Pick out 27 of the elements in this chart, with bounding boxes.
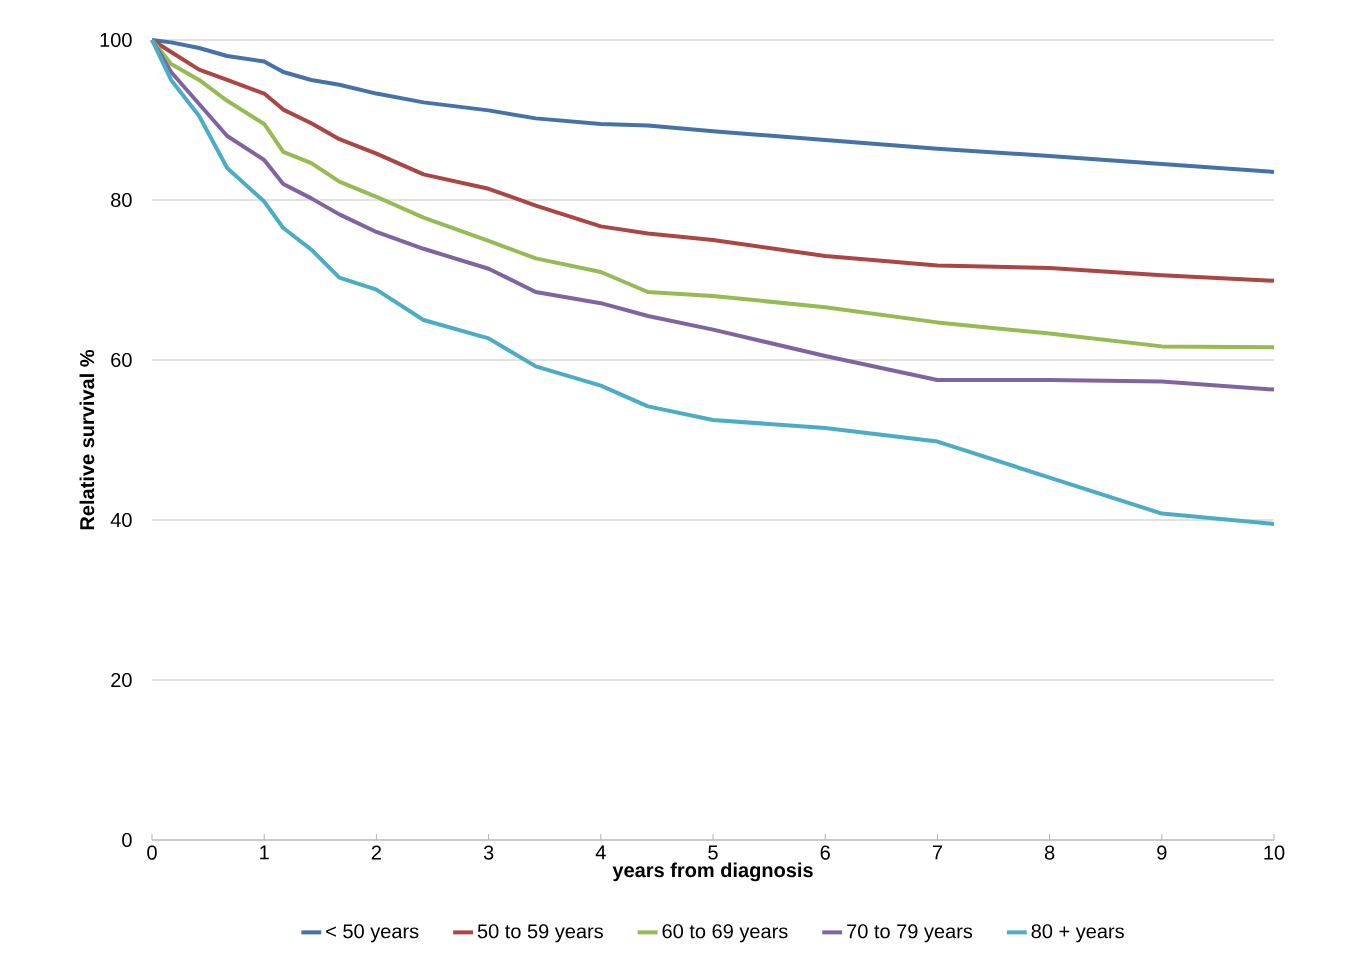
x-tick-label: 10 <box>1264 845 1285 860</box>
y-axis-title: Relative survival % <box>79 349 95 530</box>
legend-label: 50 to 59 years <box>477 924 603 943</box>
x-axis-title: years from diagnosis <box>612 862 813 882</box>
legend-label: 70 to 79 years <box>847 924 973 943</box>
legend-label: < 50 years <box>326 924 419 943</box>
y-tick-label: 40 <box>110 512 132 528</box>
line-series <box>150 37 1277 283</box>
x-tick-label: 7 <box>932 845 942 860</box>
y-tick-label: 60 <box>111 352 132 368</box>
line-series <box>150 37 1277 174</box>
x-tick-label: 6 <box>820 845 830 860</box>
y-tick-label: 80 <box>111 192 132 208</box>
line-series <box>150 37 1277 526</box>
x-tick-label: 3 <box>483 845 494 860</box>
x-tick-label: 1 <box>260 845 269 860</box>
x-tick-label: 9 <box>1157 845 1167 860</box>
x-tick-label: 8 <box>1044 845 1055 860</box>
y-tick-label: 100 <box>100 32 132 48</box>
legend-label: 60 to 69 years <box>662 924 788 943</box>
y-tick-label: 0 <box>122 832 132 848</box>
x-tick-label: 5 <box>708 845 718 860</box>
x-tick-label: 0 <box>147 845 157 860</box>
y-tick-label: 20 <box>111 672 132 688</box>
x-tick-label: 4 <box>595 845 606 860</box>
x-tick-label: 2 <box>371 845 381 860</box>
legend-label: 80 + years <box>1031 924 1124 943</box>
